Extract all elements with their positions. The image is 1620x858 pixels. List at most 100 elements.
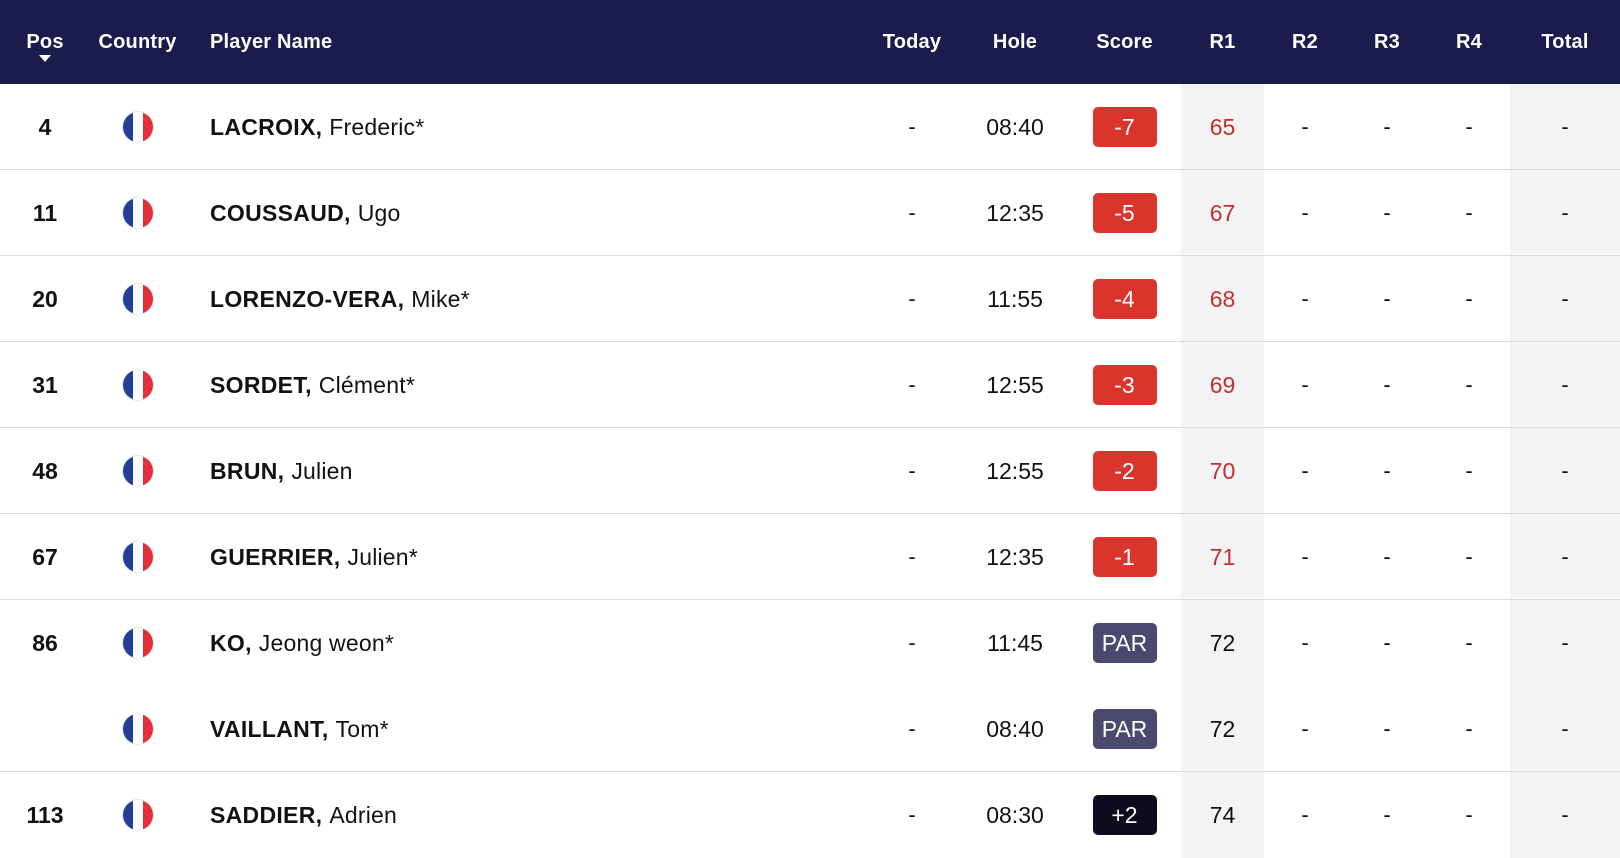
r4-value: -: [1465, 716, 1473, 741]
player-name[interactable]: GUERRIER, Julien*: [210, 514, 850, 600]
country-cell: [90, 84, 185, 170]
header-pos[interactable]: Pos: [0, 0, 90, 84]
player-name[interactable]: SORDET, Clément*: [210, 342, 850, 428]
r1-value: 74: [1209, 801, 1236, 828]
table-row[interactable]: 48 BRUN, Julien - 12:55 -2 70 - - - -: [0, 428, 1620, 514]
table-row[interactable]: 31 SORDET, Clément* - 12:55 -3 69 - - - -: [0, 342, 1620, 428]
r4-cell: -: [1428, 600, 1510, 686]
player-last-name: GUERRIER,: [210, 543, 341, 570]
tee-time: 11:45: [987, 629, 1043, 656]
flag-stripe: [132, 112, 143, 142]
sort-down-icon: [39, 55, 51, 62]
player-first-name: Jeong weon*: [258, 629, 394, 656]
r3-cell: -: [1346, 170, 1428, 256]
header-today[interactable]: Today: [862, 0, 962, 84]
position: 48: [32, 457, 58, 484]
r4-value: -: [1465, 544, 1473, 569]
table-row[interactable]: 67 GUERRIER, Julien* - 12:35 -1 71 - - - -: [0, 514, 1620, 600]
flag-stripe: [122, 628, 133, 658]
r2-value: -: [1301, 630, 1309, 655]
header-r3[interactable]: R3: [1346, 0, 1428, 84]
r4-value: -: [1465, 114, 1473, 139]
flag-stripe: [122, 284, 133, 314]
r3-cell: -: [1346, 428, 1428, 514]
score-cell: -1: [1072, 514, 1177, 600]
today-value: -: [908, 630, 916, 655]
r1-cell: 74: [1181, 772, 1264, 858]
header-country[interactable]: Country: [90, 0, 185, 84]
hole-cell: 08:40: [965, 686, 1065, 772]
header-score[interactable]: Score: [1072, 0, 1177, 84]
table-row[interactable]: 113 SADDIER, Adrien - 08:30 +2 74 - - - -: [0, 772, 1620, 858]
pos-cell: 31: [0, 342, 90, 428]
flag-stripe: [142, 714, 153, 744]
today-value: -: [908, 716, 916, 741]
flag-stripe: [132, 198, 143, 228]
score-cell: -7: [1072, 84, 1177, 170]
r1-cell: 67: [1181, 170, 1264, 256]
hole-cell: 12:55: [965, 342, 1065, 428]
r4-value: -: [1465, 372, 1473, 397]
header-hole[interactable]: Hole: [965, 0, 1065, 84]
header-r1[interactable]: R1: [1181, 0, 1264, 84]
r2-value: -: [1301, 802, 1309, 827]
r1-value: 72: [1209, 629, 1236, 656]
france-flag-icon: [122, 714, 153, 744]
table-row[interactable]: 4 LACROIX, Frederic* - 08:40 -7 65 - - - -: [0, 84, 1620, 170]
total-value: -: [1561, 544, 1569, 569]
player-first-name: Julien: [291, 457, 353, 484]
player-name[interactable]: LORENZO-VERA, Mike*: [210, 256, 850, 342]
hole-cell: 08:30: [965, 772, 1065, 858]
pos-cell: 113: [0, 772, 90, 858]
position: 20: [32, 285, 58, 312]
pos-cell: 20: [0, 256, 90, 342]
flag-stripe: [132, 628, 143, 658]
score-cell: +2: [1072, 772, 1177, 858]
france-flag-icon: [122, 800, 153, 830]
flag-stripe: [132, 542, 143, 572]
table-row[interactable]: 20 LORENZO-VERA, Mike* - 11:55 -4 68 - - - -: [0, 256, 1620, 342]
table-row[interactable]: 11 COUSSAUD, Ugo - 12:35 -5 67 - - - -: [0, 170, 1620, 256]
header-player-name[interactable]: Player Name: [210, 0, 850, 84]
header-score-label: Score: [1096, 30, 1153, 53]
flag-stripe: [142, 370, 153, 400]
player-first-name: Tom*: [335, 715, 389, 742]
score-cell: -5: [1072, 170, 1177, 256]
player-name[interactable]: COUSSAUD, Ugo: [210, 170, 850, 256]
today-value: -: [908, 200, 916, 225]
total-column-shade: [1510, 84, 1620, 858]
player-name[interactable]: LACROIX, Frederic*: [210, 84, 850, 170]
score-cell: -2: [1072, 428, 1177, 514]
flag-stripe: [132, 370, 143, 400]
r4-value: -: [1465, 458, 1473, 483]
pos-cell: 86: [0, 600, 90, 686]
flag-stripe: [142, 628, 153, 658]
r2-cell: -: [1264, 428, 1346, 514]
r2-cell: -: [1264, 772, 1346, 858]
player-name[interactable]: KO, Jeong weon*: [210, 600, 850, 686]
header-r4[interactable]: R4: [1428, 0, 1510, 84]
player-name[interactable]: SADDIER, Adrien: [210, 772, 850, 858]
flag-stripe: [142, 456, 153, 486]
r3-value: -: [1383, 716, 1391, 741]
header-r2[interactable]: R2: [1264, 0, 1346, 84]
r3-cell: -: [1346, 514, 1428, 600]
total-cell: -: [1510, 256, 1620, 342]
country-cell: [90, 342, 185, 428]
r1-column-shade: [1181, 84, 1264, 858]
flag-stripe: [142, 198, 153, 228]
today-cell: -: [862, 686, 962, 772]
player-name[interactable]: BRUN, Julien: [210, 428, 850, 514]
table-row[interactable]: 86 KO, Jeong weon* - 11:45 PAR 72 - - - -: [0, 600, 1620, 686]
player-last-name: BRUN,: [210, 457, 285, 484]
r2-cell: -: [1264, 170, 1346, 256]
r3-value: -: [1383, 114, 1391, 139]
r1-value: 69: [1209, 371, 1236, 398]
table-row[interactable]: VAILLANT, Tom* - 08:40 PAR 72 - - - -: [0, 686, 1620, 772]
player-name[interactable]: VAILLANT, Tom*: [210, 686, 850, 772]
header-total[interactable]: Total: [1510, 0, 1620, 84]
r3-value: -: [1383, 630, 1391, 655]
score-badge: -1: [1092, 537, 1157, 577]
hole-cell: 12:35: [965, 170, 1065, 256]
